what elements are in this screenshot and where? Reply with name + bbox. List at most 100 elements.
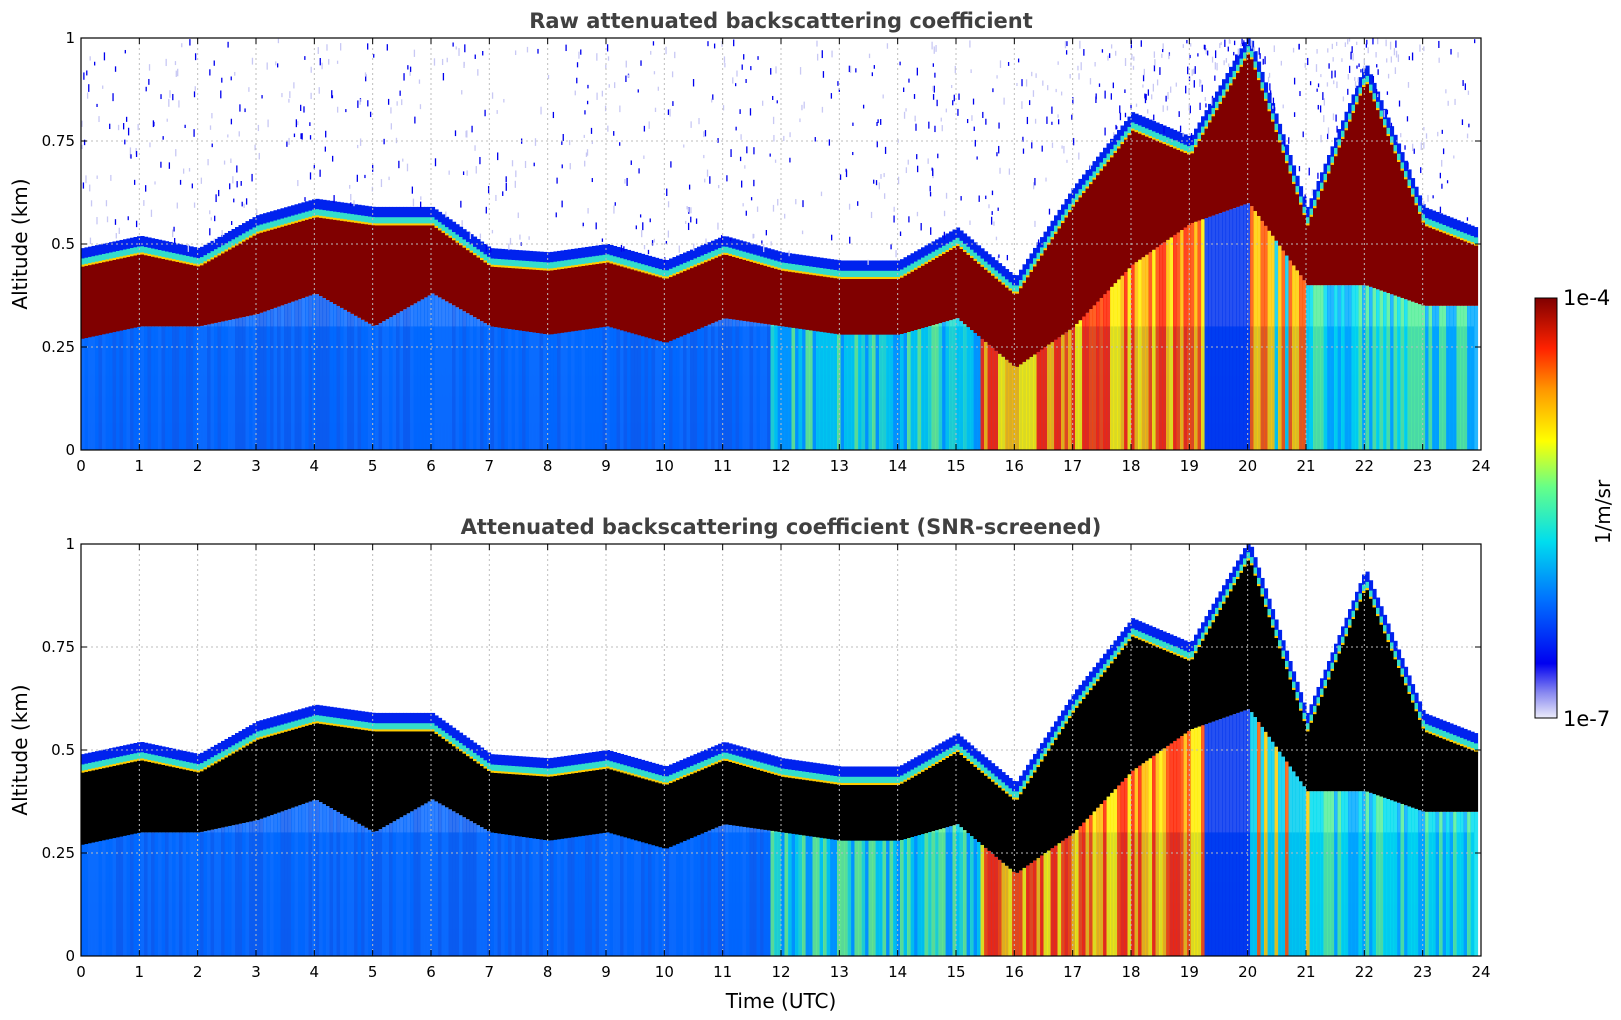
cloud-edge: [242, 729, 247, 746]
profile-column: [917, 329, 922, 450]
profile-column: [354, 821, 359, 956]
profile-column: [245, 316, 250, 450]
noise-speck: [706, 169, 709, 177]
cloud-edge: [935, 239, 940, 256]
profile-column: [613, 328, 618, 450]
cloud-edge: [1236, 560, 1241, 577]
profile-column: [627, 332, 632, 450]
cloud-edge: [1197, 638, 1202, 650]
cloud-layer: [98, 768, 103, 842]
cloud-edge: [872, 260, 877, 277]
cloud-edge: [347, 719, 352, 730]
cloud-layer: [1285, 669, 1290, 762]
cloud-layer: [651, 781, 656, 846]
noise-speck: [678, 245, 680, 253]
cloud-edge: [462, 735, 467, 752]
profile-column: [599, 833, 604, 956]
cloud-edge: [1236, 570, 1241, 582]
cloud-edge: [844, 766, 849, 783]
profile-column: [95, 335, 100, 450]
cloud-edge: [1341, 636, 1346, 647]
noise-speck: [1154, 59, 1156, 66]
profile-column: [147, 326, 152, 450]
noise-speck: [996, 152, 998, 157]
noise-speck: [345, 109, 347, 113]
noise-speck: [1113, 132, 1115, 136]
profile-column: [760, 829, 765, 956]
profile-column: [1376, 795, 1381, 956]
noise-speck: [281, 93, 283, 98]
cloud-edge: [721, 742, 726, 759]
cloud-edge: [1316, 697, 1321, 708]
cloud-edge: [1162, 135, 1167, 147]
profile-column: [189, 832, 194, 956]
profile-column: [1166, 745, 1171, 956]
cloud-edge: [280, 208, 285, 225]
noise-speck: [1386, 109, 1389, 115]
cloud-layer: [697, 771, 702, 836]
cloud-edge: [1260, 82, 1265, 93]
cloud-edge: [1127, 622, 1132, 640]
noise-speck: [359, 98, 361, 105]
cloud-edge: [823, 268, 828, 279]
cloud-edge: [1155, 132, 1160, 144]
cloud-edge: [1099, 658, 1104, 675]
cloud-edge: [700, 245, 705, 262]
cloud-edge: [777, 251, 782, 268]
cloud-layer: [872, 279, 877, 335]
profile-column: [84, 844, 89, 956]
cloud-edge: [595, 751, 600, 768]
cloud-layer: [151, 256, 156, 327]
noise-speck: [1142, 84, 1144, 88]
profile-column: [385, 319, 390, 450]
cloud-layer: [1078, 197, 1083, 321]
cloud-edge: [886, 776, 891, 788]
cloud-layer: [641, 272, 646, 337]
cloud-edge: [249, 735, 254, 746]
noise-speck: [652, 41, 655, 46]
noise-speck: [200, 177, 203, 184]
noise-speck: [873, 65, 875, 69]
cloud-edge: [1362, 574, 1367, 591]
cloud-edge: [1281, 650, 1286, 661]
cloud-edge: [777, 757, 782, 774]
cloud-layer: [228, 755, 233, 826]
cloud-edge: [1446, 732, 1451, 743]
noise-speck: [595, 222, 597, 230]
profile-column: [1253, 211, 1258, 450]
cloud-layer: [714, 763, 719, 828]
x-tick-label: 14: [888, 457, 907, 475]
cloud-edge: [1393, 640, 1398, 658]
cloud-edge: [347, 203, 352, 220]
cloud-layer: [879, 279, 884, 335]
cloud-edge: [235, 733, 240, 750]
cloud-edge: [1257, 577, 1262, 589]
noise-speck: [118, 227, 120, 235]
profile-column: [938, 829, 943, 956]
profile-column: [308, 801, 313, 956]
noise-speck: [950, 84, 953, 89]
cloud-edge: [343, 213, 348, 224]
cloud-layer: [1204, 128, 1209, 219]
cloud-layer: [833, 278, 838, 334]
cloud-edge: [574, 754, 579, 771]
cloud-edge: [459, 742, 464, 754]
profile-column: [1075, 829, 1080, 956]
noise-speck: [669, 108, 671, 117]
noise-speck: [730, 149, 732, 158]
cloud-layer: [1334, 662, 1339, 792]
cloud-edge: [1019, 269, 1024, 287]
noise-speck: [1066, 41, 1068, 47]
profile-column: [238, 317, 243, 450]
cloud-edge: [473, 236, 478, 254]
cloud-edge: [721, 246, 726, 257]
noise-speck: [533, 162, 535, 167]
cloud-layer: [543, 270, 548, 334]
cloud-edge: [1043, 231, 1048, 249]
profile-column: [1470, 305, 1475, 450]
cloud-layer: [788, 777, 793, 834]
cloud-layer: [525, 775, 530, 838]
cloud-layer: [158, 258, 163, 327]
noise-speck: [591, 178, 593, 183]
cloud-layer: [406, 731, 411, 814]
